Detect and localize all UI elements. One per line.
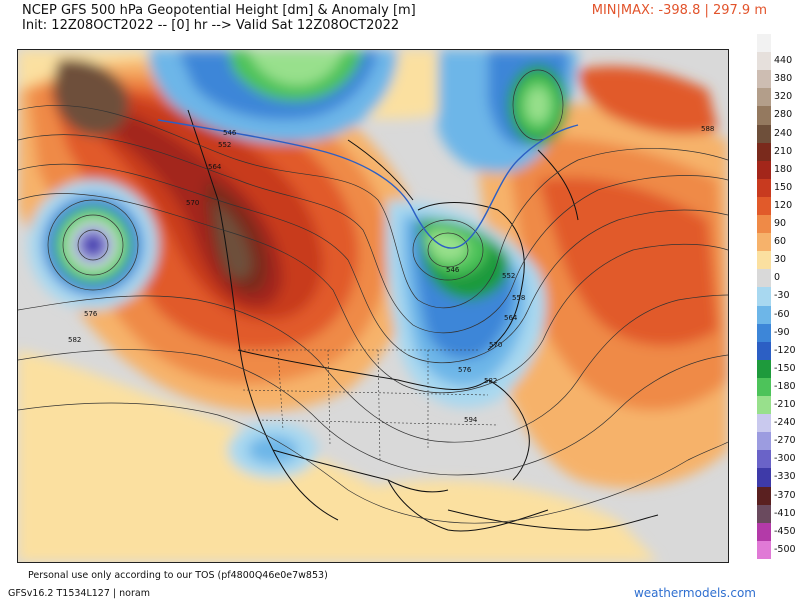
contour-label: 546 — [446, 266, 460, 274]
colorbar-swatch — [757, 269, 771, 288]
colorbar-swatch — [757, 432, 771, 451]
colorbar-swatch — [757, 540, 771, 560]
colorbar-swatch — [757, 377, 771, 397]
contour-label: 588 — [701, 125, 714, 133]
init-valid-time: Init: 12Z08OCT2022 -- [0] hr --> Valid S… — [22, 18, 400, 33]
colorbar-swatch — [757, 287, 771, 306]
colorbar-swatch — [757, 396, 771, 415]
coastlines — [187, 109, 659, 532]
colorbar-swatch — [757, 323, 771, 343]
colorbar-label: -180 — [774, 380, 796, 392]
colorbar-swatch — [757, 251, 771, 270]
colorbar-label: 180 — [774, 163, 793, 175]
colorbar-swatch — [757, 160, 771, 180]
colorbar-label: -300 — [774, 453, 796, 465]
colorbar-label: 120 — [774, 199, 793, 211]
colorbar-swatch — [757, 341, 771, 361]
contour-labels: 546 552 564 570 576 582 588 594 546 552 … — [68, 125, 714, 424]
contour-label: 570 — [186, 199, 199, 207]
colorbar-label: 440 — [774, 55, 793, 67]
colorbar-label: 240 — [774, 127, 793, 139]
colorbar-label: -30 — [774, 290, 790, 302]
colorbar-label: 150 — [774, 181, 793, 193]
height-contours — [18, 69, 728, 524]
map-canvas: 546 552 564 570 576 582 588 594 546 552 … — [18, 50, 728, 562]
colorbar-swatch — [757, 305, 771, 325]
colorbar-label: 280 — [774, 109, 793, 121]
terms-of-use-note: Personal use only according to our TOS (… — [28, 570, 328, 581]
colorbar-swatch — [757, 414, 771, 433]
colorbar-swatch — [757, 359, 771, 379]
state-borders — [240, 349, 499, 461]
colorbar-swatch — [757, 504, 771, 524]
model-info: GFSv16.2 T1534L127 | noram — [8, 588, 150, 599]
colorbar-swatch — [757, 522, 771, 542]
colorbar-label: 320 — [774, 91, 793, 103]
colorbar-swatch — [757, 450, 771, 469]
colorbar-swatch — [757, 70, 771, 89]
contour-label: 564 — [504, 314, 518, 322]
colorbar-label: -90 — [774, 326, 790, 338]
contour-label: 546 — [223, 129, 237, 137]
colorbar-swatch — [757, 142, 771, 162]
colorbar-swatch — [757, 106, 771, 125]
colorbar-label: 380 — [774, 73, 793, 85]
brand-link[interactable]: weathermodels.com — [633, 586, 756, 600]
contour-label: 558 — [512, 294, 525, 302]
colorbar-label: -410 — [774, 507, 796, 519]
colorbar-label: -240 — [774, 417, 796, 429]
colorbar-label: 30 — [774, 254, 787, 266]
colorbar-label: -450 — [774, 525, 796, 537]
colorbar-label: -150 — [774, 362, 796, 374]
colorbar-label: -270 — [774, 435, 796, 447]
colorbar-label: 0 — [774, 272, 781, 284]
colorbar-label: 210 — [774, 145, 793, 157]
colorbar-swatch — [757, 215, 771, 234]
anomaly-fill — [18, 50, 728, 562]
colorbar-swatch — [757, 196, 771, 216]
colorbar-swatch — [757, 233, 771, 252]
contour-label: 552 — [218, 141, 231, 149]
map-title: NCEP GFS 500 hPa Geopotential Height [dm… — [22, 3, 416, 18]
colorbar-label: 90 — [774, 218, 787, 229]
colorbar-swatch — [757, 124, 771, 144]
colorbar-swatch — [757, 34, 771, 53]
contour-label: 564 — [208, 163, 222, 171]
colorbar-label: -60 — [774, 308, 790, 320]
colorbar-swatch — [757, 88, 771, 107]
contour-label: 552 — [502, 272, 515, 280]
anomaly-map: 546 552 564 570 576 582 588 594 546 552 … — [17, 49, 729, 563]
colorbar-swatch — [757, 468, 771, 487]
colorbar-label: -370 — [774, 489, 796, 501]
contour-label: 570 — [489, 341, 502, 349]
colorbar-label: -330 — [774, 471, 796, 483]
colorbar-label: -120 — [774, 344, 796, 356]
contour-label: 576 — [84, 310, 98, 318]
contour-label: 582 — [68, 336, 81, 344]
contour-label: 582 — [484, 377, 497, 385]
min-max-readout: MIN|MAX: -398.8 | 297.9 m — [591, 3, 767, 18]
colorbar-swatch — [757, 486, 771, 506]
contour-label: 576 — [458, 366, 472, 374]
colorbar-swatch — [757, 178, 771, 198]
contour-label: 594 — [464, 416, 478, 424]
colorbar-swatch — [757, 52, 771, 71]
colorbar-label: -500 — [774, 543, 796, 555]
colorbar-label: -210 — [774, 399, 796, 410]
highlight-contour — [157, 119, 579, 249]
colorbar-label: 60 — [774, 236, 787, 248]
